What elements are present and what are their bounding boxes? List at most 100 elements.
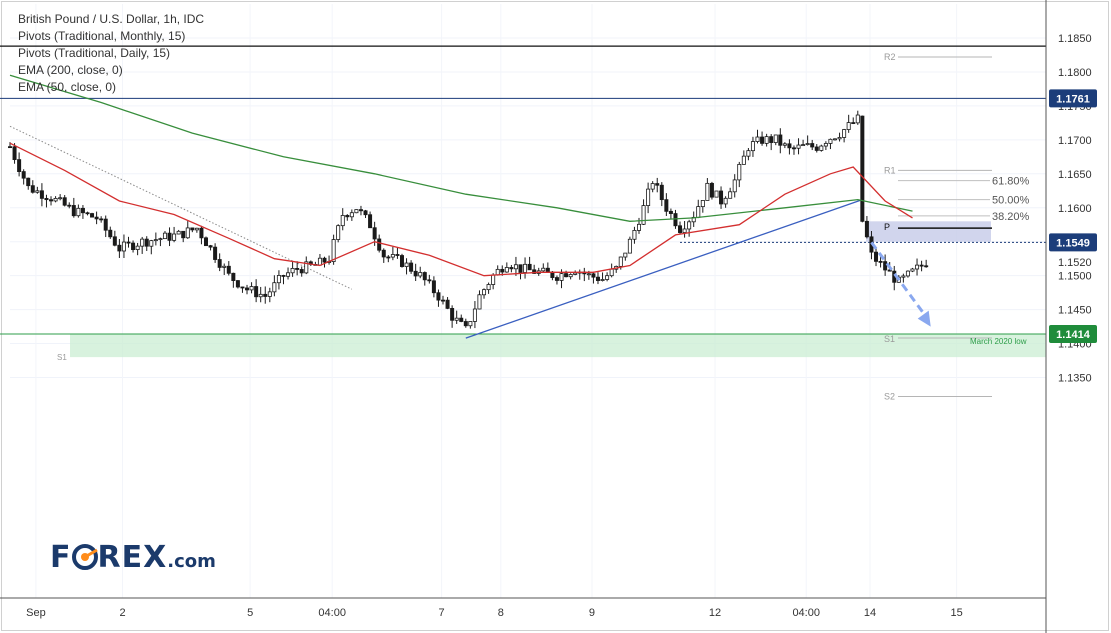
candle-body bbox=[281, 275, 286, 277]
forecast-arrow-head bbox=[917, 310, 931, 327]
candle-body bbox=[418, 272, 423, 277]
current-level-badge bbox=[1049, 233, 1097, 252]
candle-body bbox=[627, 238, 632, 254]
candle-body bbox=[568, 274, 573, 278]
candle-body bbox=[623, 252, 628, 258]
candle-body bbox=[819, 145, 824, 151]
logo-f: F bbox=[50, 540, 72, 575]
chart-labels: S1 R2 R1 P S1 S2 61.80% 50.00% 38.20% March 2020 … bbox=[57, 52, 1030, 402]
candle-body bbox=[358, 209, 363, 212]
support-zone bbox=[70, 334, 1046, 358]
candle-body bbox=[354, 209, 359, 214]
candle-body bbox=[158, 238, 163, 241]
candle-body bbox=[80, 207, 85, 214]
candle-body bbox=[737, 163, 742, 181]
candle-body bbox=[427, 279, 432, 282]
chart-lines bbox=[0, 45, 1046, 398]
candle-body bbox=[705, 182, 710, 201]
candle-body bbox=[782, 143, 787, 146]
candle-body bbox=[176, 230, 181, 235]
candle-body bbox=[121, 241, 126, 252]
candle-body bbox=[664, 199, 669, 212]
candle-body bbox=[12, 146, 17, 161]
logo-tld: .com bbox=[167, 551, 216, 572]
candle-body bbox=[331, 239, 336, 262]
candle-body bbox=[431, 280, 436, 294]
candle-body bbox=[322, 257, 327, 263]
candle-body bbox=[791, 147, 796, 150]
candle-body bbox=[586, 273, 591, 276]
fib-label: 38.20% bbox=[992, 211, 1030, 223]
candle-body bbox=[76, 207, 81, 217]
candle-body bbox=[317, 257, 322, 266]
candle-body bbox=[377, 238, 382, 251]
candle-body bbox=[883, 261, 888, 271]
candle-body bbox=[450, 308, 455, 321]
candle-body bbox=[39, 190, 44, 199]
y-tick-label: 1.1850 bbox=[1058, 33, 1092, 45]
candle-body bbox=[254, 286, 259, 298]
candle-body bbox=[349, 212, 354, 218]
candle-body bbox=[94, 216, 99, 220]
candle-body bbox=[445, 299, 450, 309]
candle-body bbox=[117, 244, 122, 252]
forecast-arrow-shaft bbox=[870, 241, 928, 319]
candle-body bbox=[828, 138, 833, 144]
candle-body bbox=[609, 268, 614, 277]
candle-body bbox=[53, 198, 58, 202]
candle-body bbox=[637, 223, 642, 231]
candle-body bbox=[304, 261, 309, 274]
candle-body bbox=[746, 150, 751, 157]
x-tick-label: 5 bbox=[247, 607, 253, 619]
candle-body bbox=[719, 190, 724, 205]
candle-body bbox=[363, 210, 368, 216]
uptrend-line bbox=[465, 198, 863, 339]
legend-ema50: EMA (50, close, 0) bbox=[18, 80, 117, 94]
daily-pivot-box bbox=[866, 221, 991, 242]
support-zone-label: S1 bbox=[57, 353, 67, 362]
pivot-label: R1 bbox=[884, 165, 896, 175]
candle-body bbox=[135, 245, 140, 250]
candle-body bbox=[286, 272, 291, 277]
candle-body bbox=[459, 317, 464, 322]
candle-body bbox=[454, 317, 459, 321]
y-tick-label: 1.1350 bbox=[1058, 373, 1092, 385]
x-tick-label: Sep bbox=[26, 607, 46, 619]
pivot-label: S2 bbox=[884, 392, 895, 402]
y-tick-label: 1.1450 bbox=[1058, 305, 1092, 317]
candle-body bbox=[126, 241, 131, 244]
candle-body bbox=[787, 143, 792, 149]
candle-body bbox=[486, 284, 491, 291]
candle-body bbox=[796, 144, 801, 149]
pivot-label: P bbox=[884, 222, 890, 232]
candle-body bbox=[650, 183, 655, 190]
candle-body bbox=[632, 230, 637, 240]
candle-body bbox=[532, 269, 537, 274]
candle-body bbox=[910, 268, 915, 272]
legend-monthly-pivots: Pivots (Traditional, Monthly, 15) bbox=[18, 29, 186, 43]
candle-body bbox=[504, 267, 509, 273]
y-tick-label: 1.1600 bbox=[1058, 203, 1092, 215]
candle-body bbox=[832, 138, 837, 141]
candle-body bbox=[194, 227, 199, 231]
candle-body bbox=[295, 268, 300, 270]
y-tick-label: 1.1800 bbox=[1058, 67, 1092, 79]
x-tick-label: 14 bbox=[864, 607, 876, 619]
resistance-badge-text: 1.1761 bbox=[1056, 93, 1090, 105]
candle-body bbox=[249, 286, 254, 291]
candle-body bbox=[924, 265, 929, 268]
candle-body bbox=[482, 289, 487, 296]
current-price-label: 1.1520 bbox=[1058, 257, 1092, 269]
candle-body bbox=[245, 287, 250, 291]
candle-body bbox=[222, 265, 227, 268]
candle-body bbox=[386, 256, 391, 259]
candle-body bbox=[823, 143, 828, 147]
candle-body bbox=[814, 146, 819, 151]
x-tick-label: 9 bbox=[589, 607, 595, 619]
candle-body bbox=[144, 238, 149, 247]
ema200-line bbox=[9, 74, 913, 222]
candle-body bbox=[463, 321, 468, 327]
candle-body bbox=[595, 276, 600, 281]
candle-body bbox=[162, 232, 167, 240]
